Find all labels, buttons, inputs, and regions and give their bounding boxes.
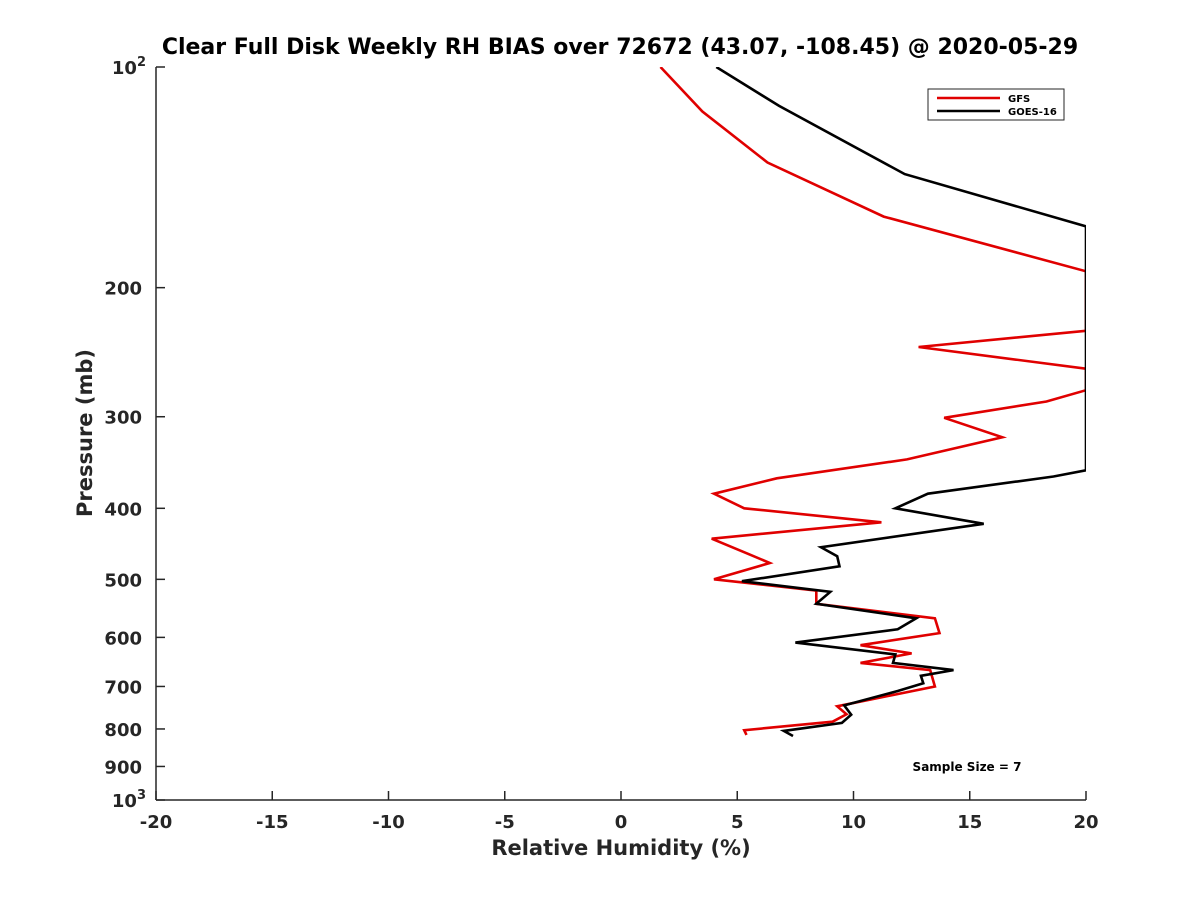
x-tick-label: 20 xyxy=(1073,812,1098,833)
legend: GFS GOES-16 xyxy=(927,88,1065,121)
y-tick-label: 102 xyxy=(112,55,146,79)
y-tick-label: 103 xyxy=(112,788,146,812)
y-axis-label: Pressure (mb) xyxy=(73,349,97,517)
y-tick-label: 300 xyxy=(104,408,142,429)
x-axis-ticks: -20 -15 -10 -5 0 5 10 15 20 xyxy=(140,791,1099,833)
x-tick-label: 10 xyxy=(841,812,866,833)
legend-label-goes-16: GOES-16 xyxy=(1008,107,1057,118)
x-tick-label: -10 xyxy=(372,812,405,833)
x-axis-label: Relative Humidity (%) xyxy=(491,836,750,860)
x-tick-label: 0 xyxy=(615,812,628,833)
y-tick-label: 900 xyxy=(104,757,142,778)
series-lines xyxy=(659,67,1086,738)
x-tick-label: -15 xyxy=(256,812,289,833)
legend-label-gfs: GFS xyxy=(1008,94,1030,105)
series-line-gfs xyxy=(659,67,1086,736)
y-tick-label: 700 xyxy=(104,677,142,698)
x-tick-label: 15 xyxy=(957,812,982,833)
series-line-goes-16 xyxy=(715,67,1086,738)
x-tick-label: 5 xyxy=(731,812,744,833)
y-tick-label: 400 xyxy=(104,499,142,520)
y-tick-label: 200 xyxy=(104,279,142,300)
y-tick-label: 800 xyxy=(104,720,142,741)
sample-size-annotation: Sample Size = 7 xyxy=(913,760,1022,774)
x-tick-label: -5 xyxy=(495,812,515,833)
x-tick-label: -20 xyxy=(140,812,173,833)
y-tick-label: 600 xyxy=(104,628,142,649)
y-tick-label: 500 xyxy=(104,570,142,591)
legend-box xyxy=(927,88,1065,121)
chart-title: Clear Full Disk Weekly RH BIAS over 7267… xyxy=(162,35,1078,60)
y-axis-ticks: 102 200 300 400 500 600 700 800 900 103 xyxy=(104,55,165,812)
